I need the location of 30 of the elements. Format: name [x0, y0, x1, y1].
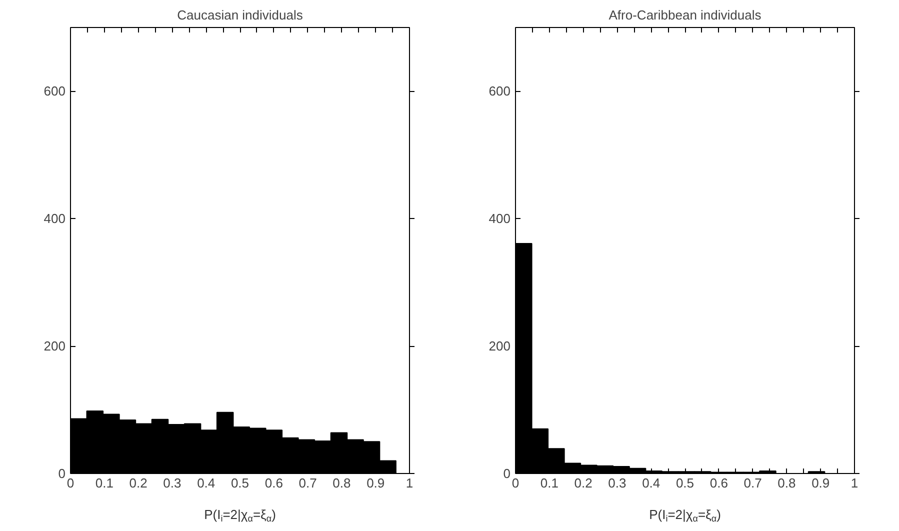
x-tick-label: 0.8 — [332, 476, 351, 490]
x-tick-label: 0.7 — [298, 476, 317, 490]
x-tick-label: 0.9 — [366, 476, 385, 490]
x-tick-label: 0.5 — [676, 476, 694, 490]
y-tick-label: 400 — [44, 211, 66, 226]
x-tick-label: 0.2 — [574, 476, 592, 490]
y-tick-label: 600 — [488, 84, 511, 99]
chart-title: Caucasian individuals — [177, 8, 304, 22]
x-tick-label: 0.4 — [197, 476, 216, 490]
x-tick-label: 0.2 — [129, 476, 148, 490]
y-tick-label: 600 — [44, 84, 66, 99]
x-tick-label: 0.4 — [642, 476, 660, 490]
x-tick-label: 0.1 — [540, 476, 558, 490]
y-tick-label: 400 — [488, 211, 511, 226]
x-tick-label: 0.6 — [710, 476, 728, 490]
x-tick-label: 0.9 — [812, 476, 830, 490]
y-tick-label: 200 — [44, 338, 66, 354]
x-tick-label: 1 — [850, 476, 858, 490]
x-tick-label: 1 — [406, 476, 414, 490]
x-tick-label: 0.8 — [778, 476, 796, 490]
x-tick-label: 0.6 — [264, 476, 283, 490]
x-tick-label: 0.7 — [744, 476, 762, 490]
chart-title: Afro-Caribbean individuals — [608, 8, 762, 22]
y-tick-label: 0 — [503, 466, 511, 481]
y-tick-label: 0 — [58, 466, 66, 481]
y-tick-label: 200 — [488, 338, 511, 354]
x-tick-label: 0.3 — [163, 476, 182, 490]
x-tick-label: 0.5 — [230, 476, 250, 490]
x-tick-label: 0.1 — [95, 476, 114, 490]
x-tick-label: 0.3 — [608, 476, 626, 490]
